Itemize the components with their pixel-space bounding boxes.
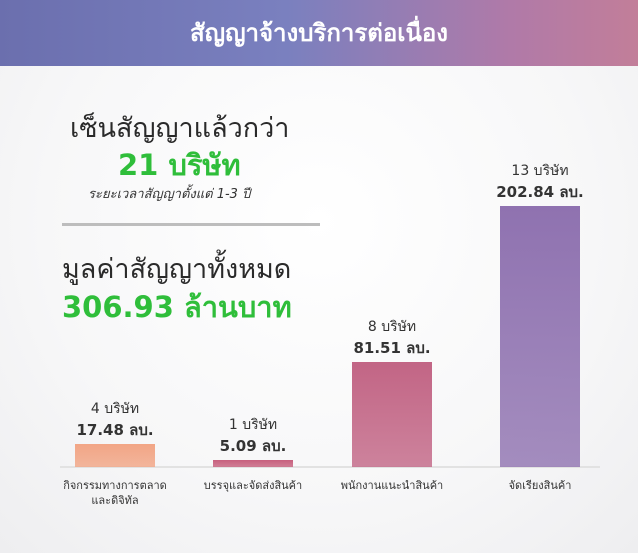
value-label: 17.48 ลบ.	[76, 421, 154, 440]
bar	[352, 362, 432, 467]
x-tick-label: บรรจุและจัดส่งสินค้า	[203, 479, 303, 492]
total-heading: มูลค่าสัญญาทั้งหมด	[62, 254, 292, 285]
divider	[62, 223, 320, 226]
value-label: 5.09 ลบ.	[219, 437, 287, 456]
chart-title: สัญญาจ้างบริการต่อเนื่อง	[189, 19, 449, 47]
x-tick-label: จัดเรียงสินค้า	[508, 479, 572, 492]
signed-count: 21 บริษัท	[118, 148, 241, 182]
value-label: 81.51 ลบ.	[353, 339, 431, 358]
total-value: 306.93 ล้านบาท	[62, 290, 292, 324]
signed-note: ระยะเวลาสัญญาตั้งแต่ 1-3 ปี	[88, 187, 251, 202]
bar	[500, 205, 580, 467]
bar	[213, 460, 293, 467]
value-label: 202.84 ลบ.	[496, 182, 584, 201]
x-tick-label: พนักงานแนะนำสินค้า	[340, 479, 444, 492]
bar-annotation: 4 บริษัท	[90, 401, 140, 418]
baseline	[60, 466, 600, 468]
bar-annotation: 1 บริษัท	[228, 417, 278, 434]
bar-annotation: 13 บริษัท	[511, 162, 569, 179]
bar	[75, 444, 155, 467]
x-tick-label: กิจกรรมทางการตลาด และดิจิทัล	[63, 479, 167, 507]
signed-heading: เซ็นสัญญาแล้วกว่า	[70, 113, 290, 144]
banner	[0, 0, 638, 66]
bar-annotation: 8 บริษัท	[367, 319, 417, 336]
